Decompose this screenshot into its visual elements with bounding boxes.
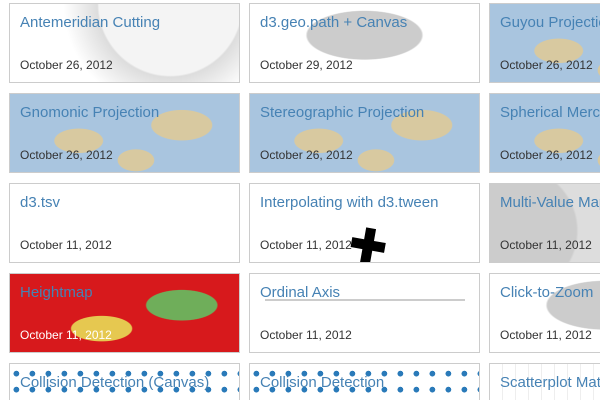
card-title[interactable]: Spherical Mercator	[500, 104, 600, 121]
cross-icon	[350, 227, 386, 262]
card-title[interactable]: Multi-Value Map	[500, 194, 600, 211]
card-title[interactable]: Heightmap	[20, 284, 93, 301]
card-date: October 11, 2012	[500, 238, 592, 252]
card-date: October 11, 2012	[260, 238, 352, 252]
card[interactable]: Interpolating with d3.tween October 11, 2…	[249, 183, 480, 263]
card-title[interactable]: Collision Detection (Canvas)	[20, 374, 210, 391]
card[interactable]: Guyou Projection October 26, 2012	[489, 3, 600, 83]
card-date: October 26, 2012	[500, 148, 593, 162]
card-date: October 11, 2012	[500, 328, 592, 342]
axis-thumbnail	[265, 299, 465, 301]
card-date: October 29, 2012	[260, 58, 353, 72]
card-date: October 26, 2012	[20, 58, 113, 72]
card[interactable]: Gnomonic Projection October 26, 2012	[9, 93, 240, 173]
card-date: October 26, 2012	[20, 148, 113, 162]
card-date: October 26, 2012	[500, 58, 593, 72]
card[interactable]: Collision Detection (Canvas)	[9, 363, 240, 400]
card-title[interactable]: Guyou Projection	[500, 14, 600, 31]
card-title[interactable]: Collision Detection	[260, 374, 385, 391]
card-title[interactable]: Interpolating with d3.tween	[260, 194, 439, 211]
card[interactable]: d3.geo.path + Canvas October 29, 2012	[249, 3, 480, 83]
card-title[interactable]: d3.tsv	[20, 194, 61, 211]
card-title[interactable]: Ordinal Axis	[260, 284, 341, 301]
card[interactable]: Collision Detection	[249, 363, 480, 400]
card[interactable]: d3.tsv October 11, 2012	[9, 183, 240, 263]
card[interactable]: Ordinal Axis October 11, 2012	[249, 273, 480, 353]
card-date: October 11, 2012	[20, 328, 112, 342]
card[interactable]: Multi-Value Map October 11, 2012	[489, 183, 600, 263]
card[interactable]: Spherical Mercator October 26, 2012	[489, 93, 600, 173]
card-title[interactable]: Stereographic Projection	[260, 104, 425, 121]
card[interactable]: Scatterplot Matrix	[489, 363, 600, 400]
card[interactable]: Stereographic Projection October 26, 2012	[249, 93, 480, 173]
card-title[interactable]: Click-to-Zoom	[500, 284, 594, 301]
card[interactable]: Click-to-Zoom October 11, 2012	[489, 273, 600, 353]
card[interactable]: Heightmap October 11, 2012	[9, 273, 240, 353]
card-title[interactable]: Antemeridian Cutting	[20, 14, 161, 31]
card-date: October 11, 2012	[20, 238, 112, 252]
card-date: October 11, 2012	[260, 328, 352, 342]
card[interactable]: Antemeridian Cutting October 26, 2012	[9, 3, 240, 83]
card-date: October 26, 2012	[260, 148, 353, 162]
card-title[interactable]: Scatterplot Matrix	[500, 374, 600, 391]
card-title[interactable]: Gnomonic Projection	[20, 104, 160, 121]
card-title[interactable]: d3.geo.path + Canvas	[260, 14, 408, 31]
